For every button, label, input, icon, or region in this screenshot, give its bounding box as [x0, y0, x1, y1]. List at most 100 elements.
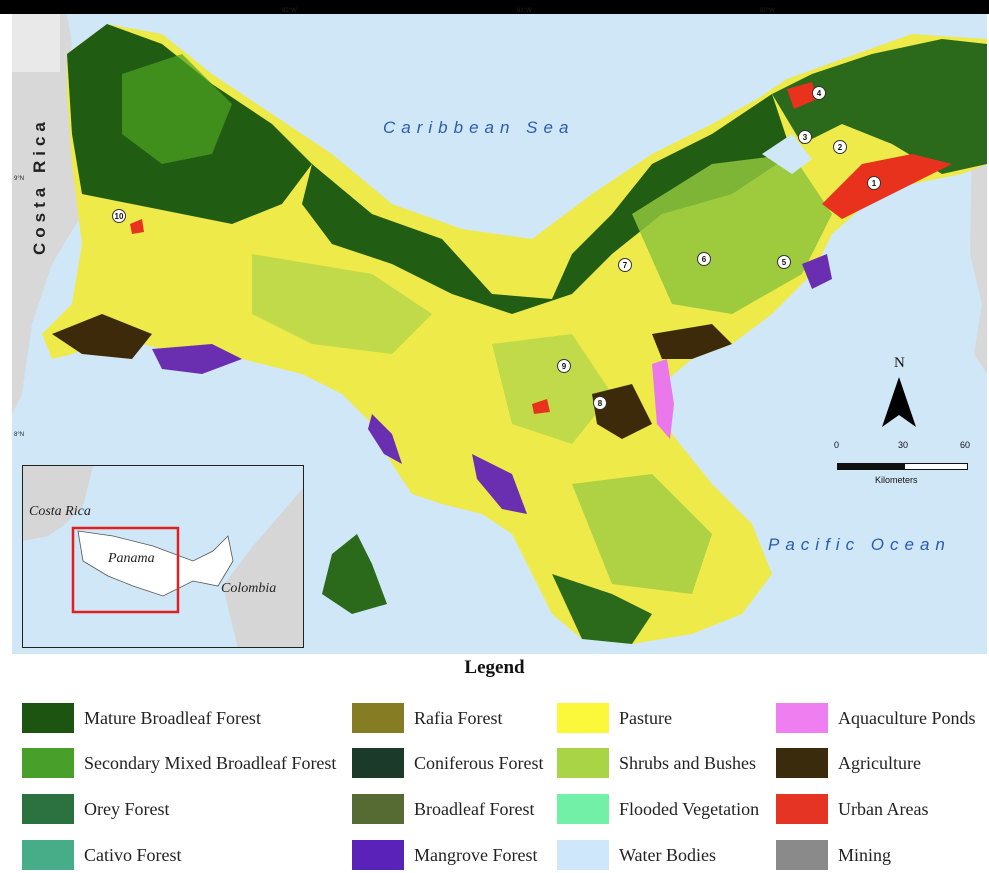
legend-item: Secondary Mixed Broadleaf Forest [22, 747, 336, 779]
legend-label: Coniferous Forest [414, 752, 544, 773]
legend-label: Flooded Vegetation [619, 798, 760, 819]
legend-label: Pasture [619, 707, 672, 728]
aquaculture-ponds [652, 359, 674, 439]
legend-swatch [557, 794, 609, 824]
urban-colon [787, 82, 817, 109]
costa-rica-landmass [12, 14, 82, 414]
legend-swatch [557, 840, 609, 870]
inset-central-america [23, 466, 93, 541]
legend-label: Broadleaf Forest [414, 798, 535, 819]
legend-label: Aquaculture Ponds [838, 707, 976, 728]
north-label: N [894, 355, 905, 371]
legend-swatch [557, 748, 609, 778]
legend-item: Aquaculture Ponds [776, 702, 975, 734]
site-marker-10: 10 [112, 209, 126, 223]
urban-santiago [532, 399, 550, 414]
latitude-label: 8°N [14, 432, 25, 438]
inset-label-costa-rica: Costa Rica [29, 504, 91, 519]
legend-item: Urban Areas [776, 793, 928, 825]
legend-item: Rafia Forest [352, 702, 502, 734]
legend-swatch [776, 703, 828, 733]
site-marker-3: 3 [798, 130, 812, 144]
mature-forest-south [552, 574, 652, 644]
shrubs-patch-3 [572, 474, 712, 594]
site-marker-1: 1 [867, 176, 881, 190]
agriculture-east [652, 324, 732, 359]
legend-swatch [22, 840, 74, 870]
legend-item: Mature Broadleaf Forest [22, 702, 261, 734]
site-marker-4: 4 [812, 86, 826, 100]
latitude-label: 9°N [14, 176, 25, 182]
inset-label-colombia: Colombia [221, 581, 277, 596]
longitude-label: 81°W [517, 8, 532, 14]
legend-label: Water Bodies [619, 844, 717, 865]
inset-highlight-box [71, 526, 180, 614]
mangrove-south [368, 414, 402, 464]
agriculture-west [52, 314, 152, 359]
legend-swatch [557, 703, 609, 733]
legend-item: Broadleaf Forest [352, 793, 534, 825]
secondary-forest-patch-2 [632, 154, 832, 314]
legend-swatch [776, 794, 828, 824]
legend-item: Pasture [557, 702, 672, 734]
legend-item: Cativo Forest [22, 839, 182, 871]
scale-tick: 60 [960, 440, 971, 450]
legend-label: Cativo Forest [84, 844, 182, 865]
urban-panama-city [822, 154, 952, 219]
white-corner [12, 14, 60, 72]
legend-label: Mining [838, 844, 892, 865]
inset-map-drawing [23, 466, 303, 647]
longitude-label: 80°W [760, 8, 775, 14]
legend-item: Flooded Vegetation [557, 793, 759, 825]
costa-rica-label: Costa Rica [30, 117, 49, 255]
legend-item: Mangrove Forest [352, 839, 537, 871]
legend-item: Coniferous Forest [352, 747, 544, 779]
legend-item: Agriculture [776, 747, 921, 779]
legend-swatch [352, 748, 404, 778]
land-cover-map [12, 14, 987, 654]
legend-swatch [22, 703, 74, 733]
legend-label: Secondary Mixed Broadleaf Forest [84, 752, 337, 773]
legend-item: Mining [776, 839, 891, 871]
gatun-lake [762, 134, 812, 174]
scale-unit-label: Kilometers [875, 475, 918, 485]
shrubs-patch-2 [492, 334, 612, 444]
mature-forest-east [772, 39, 987, 174]
site-marker-7: 7 [618, 258, 632, 272]
coiba-island [322, 534, 387, 614]
inset-panama [77, 530, 234, 597]
mature-forest-central [302, 94, 792, 314]
scale-tick: 0 [834, 440, 840, 450]
agriculture-central [592, 384, 652, 439]
scale-segment-light [904, 463, 968, 470]
legend-swatch [352, 794, 404, 824]
urban-david [130, 219, 144, 234]
inset-colombia [223, 488, 303, 647]
legend-title: Legend [464, 657, 525, 678]
legend-label: Rafia Forest [414, 707, 503, 728]
legend-swatch [22, 748, 74, 778]
legend-swatch [776, 840, 828, 870]
legend-swatch [22, 794, 74, 824]
legend-label: Orey Forest [84, 798, 170, 819]
site-marker-5: 5 [777, 255, 791, 269]
mangrove-azuero [472, 454, 527, 514]
pacific-ocean-label: Pacific Ocean [768, 535, 951, 554]
legend-label: Urban Areas [838, 798, 929, 819]
mangrove-west [152, 344, 242, 374]
legend-label: Shrubs and Bushes [619, 752, 757, 773]
scale-bar: 0 30 60 Kilometers [830, 440, 970, 490]
legend: Legend Mature Broadleaf Forest Secondary… [0, 655, 989, 873]
scale-segment-dark [837, 463, 905, 470]
inset-label-panama: Panama [108, 551, 155, 566]
site-marker-6: 6 [697, 252, 711, 266]
top-border [0, 0, 989, 14]
legend-label: Mature Broadleaf Forest [84, 707, 261, 728]
legend-swatch [776, 748, 828, 778]
colombia-landmass [970, 134, 987, 374]
site-marker-8: 8 [593, 396, 607, 410]
legend-item: Shrubs and Bushes [557, 747, 756, 779]
legend-label: Mangrove Forest [414, 844, 538, 865]
locator-inset-map: Costa Rica Panama Colombia [22, 465, 304, 648]
